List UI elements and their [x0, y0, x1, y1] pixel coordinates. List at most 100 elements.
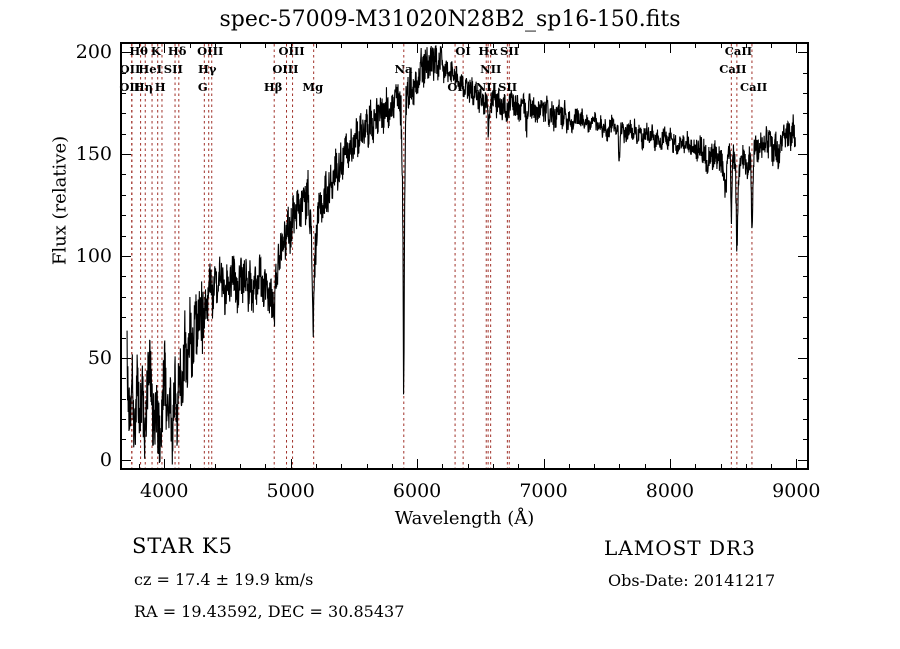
- redshift-velocity-label: cz = 17.4 ± 19.9 km/s: [134, 570, 314, 589]
- axis-tick: [594, 42, 596, 48]
- axis-tick: [290, 459, 292, 470]
- axis-tick: [568, 42, 570, 48]
- axis-tick: [138, 464, 140, 470]
- axis-tick: [120, 256, 131, 257]
- axis-tick: [669, 42, 671, 53]
- spectral-line-label: OII: [119, 80, 141, 94]
- y-tick-label: 150: [75, 143, 112, 166]
- axis-tick: [164, 459, 166, 470]
- y-axis-label: Flux (relative): [49, 135, 71, 266]
- axis-tick: [214, 464, 216, 470]
- spectral-line-label: Hβ: [263, 80, 283, 94]
- axis-tick: [803, 337, 809, 339]
- axis-tick: [619, 464, 621, 470]
- x-tick-label: 8000: [645, 480, 695, 502]
- axis-tick: [543, 42, 545, 53]
- axis-tick: [120, 378, 126, 380]
- axis-tick: [467, 42, 469, 48]
- axis-tick: [644, 464, 646, 470]
- axis-tick: [189, 464, 191, 470]
- axis-tick: [366, 464, 368, 470]
- spectrum-trace: [122, 44, 807, 468]
- spectral-line-label: OII: [119, 62, 141, 76]
- axis-tick: [120, 296, 126, 298]
- axis-tick: [796, 42, 798, 53]
- axis-tick: [138, 42, 140, 48]
- spectral-line-label: NII: [475, 80, 497, 94]
- axis-tick: [594, 464, 596, 470]
- spectral-line-label: HeI: [138, 62, 162, 76]
- spectral-line-label: Hθ: [129, 44, 148, 58]
- axis-tick: [290, 42, 292, 53]
- axis-tick: [798, 154, 809, 156]
- spectral-line-label: H: [154, 80, 166, 94]
- axis-tick: [745, 464, 747, 470]
- axis-tick: [798, 459, 809, 461]
- axis-tick: [492, 464, 494, 470]
- axis-tick: [189, 42, 191, 48]
- spectral-line-label: Hδ: [167, 44, 187, 58]
- axis-tick: [803, 317, 809, 319]
- axis-tick: [771, 464, 773, 470]
- axis-tick: [120, 357, 131, 359]
- axis-tick: [803, 235, 809, 237]
- axis-tick: [669, 459, 671, 470]
- axis-tick: [568, 464, 570, 470]
- spectral-line-label: OI: [447, 80, 463, 94]
- spectral-line-label: SII: [498, 80, 518, 94]
- axis-tick: [417, 459, 419, 470]
- spectral-line-label: OIII: [278, 44, 305, 58]
- axis-tick: [442, 464, 444, 470]
- axis-tick: [120, 215, 126, 217]
- axis-tick: [265, 464, 267, 470]
- axis-tick: [391, 42, 393, 48]
- axis-tick: [467, 464, 469, 470]
- axis-tick: [120, 92, 126, 94]
- axis-tick: [417, 42, 419, 53]
- page-title: spec-57009-M31020N28B2_sp16-150.fits: [219, 7, 681, 32]
- axis-tick: [803, 419, 809, 421]
- axis-tick: [366, 42, 368, 48]
- plot-area: [120, 42, 809, 470]
- spectral-line-label: SII: [499, 44, 520, 58]
- survey-label: LAMOST DR3: [604, 536, 756, 560]
- axis-tick: [492, 42, 494, 48]
- axis-tick: [803, 378, 809, 380]
- spectral-line-label: G: [197, 80, 208, 94]
- x-axis-label: Wavelength (Å): [394, 508, 535, 529]
- spectral-line-label: OIII: [197, 44, 224, 58]
- spectral-line-label: OI: [455, 44, 471, 58]
- axis-tick: [120, 439, 126, 441]
- axis-tick: [695, 42, 697, 48]
- axis-tick: [120, 52, 131, 54]
- axis-tick: [518, 464, 520, 470]
- axis-tick: [803, 398, 809, 400]
- axis-tick: [619, 42, 621, 48]
- axis-tick: [120, 276, 126, 278]
- x-tick-label: 6000: [392, 480, 442, 502]
- axis-tick: [720, 464, 722, 470]
- axis-tick: [771, 42, 773, 48]
- axis-tick: [803, 194, 809, 196]
- spectral-line-label: Mg: [302, 80, 324, 94]
- axis-tick: [240, 42, 242, 48]
- axis-tick: [803, 439, 809, 441]
- spectral-line-label: Hγ: [197, 62, 217, 76]
- axis-tick: [803, 92, 809, 94]
- axis-tick: [803, 296, 809, 298]
- axis-tick: [120, 72, 126, 74]
- spectral-line-label: NII: [480, 62, 502, 76]
- axis-tick: [798, 52, 809, 54]
- axis-tick: [265, 42, 267, 48]
- axis-tick: [164, 42, 166, 53]
- axis-tick: [240, 464, 242, 470]
- y-tick-label: 100: [75, 245, 112, 267]
- axis-tick: [120, 174, 126, 176]
- x-tick-label: 7000: [519, 480, 568, 502]
- spectral-line-label: CaII: [739, 80, 768, 94]
- y-tick-label: 0: [99, 448, 112, 471]
- axis-tick: [803, 174, 809, 176]
- spectral-line-label: Na: [394, 62, 413, 76]
- axis-tick: [798, 357, 809, 359]
